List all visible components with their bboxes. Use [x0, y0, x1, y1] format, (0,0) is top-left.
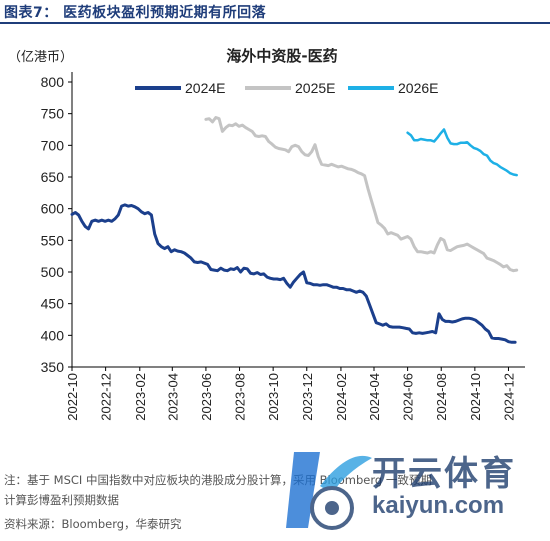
legend-label-2025e: 2025E	[295, 80, 335, 96]
y-tick-label-450: 450	[41, 296, 65, 312]
x-tick-label-2023-12: 2023-12	[300, 373, 315, 421]
x-tick-label-2023-02: 2023-02	[133, 373, 148, 421]
y-tick-label-500: 500	[41, 264, 65, 280]
y-axis-label: （亿港币）	[8, 50, 73, 65]
watermark-brand: 开云体育	[372, 454, 516, 494]
logo-mark-icon	[286, 452, 372, 530]
source-note: 资料来源：Bloomberg，华泰研究	[4, 517, 182, 531]
x-tick-label-2024-06: 2024-06	[401, 373, 416, 421]
y-tick-label-700: 700	[41, 137, 65, 153]
legend-label-2024e: 2024E	[185, 80, 225, 96]
x-tick-label-2023-04: 2023-04	[165, 373, 180, 421]
series-line-2026e	[406, 128, 518, 177]
plot-area: 350 400 450 500 550 600 650 700 750 800 2022-10 202…	[41, 72, 525, 421]
chart-title: 海外中资股-医药	[226, 47, 337, 65]
x-tick-label-2024-02: 2024-02	[334, 373, 349, 421]
x-tick-label-2023-06: 2023-06	[199, 373, 214, 421]
x-tick-label-2023-10: 2023-10	[266, 373, 281, 421]
x-tick-label-2024-12: 2024-12	[501, 373, 516, 421]
y-tick-label-600: 600	[41, 201, 65, 217]
x-tick-label-2024-08: 2024-08	[434, 373, 449, 421]
figure-title-bar: 图表7： 医药板块盈利预期近期有所回落	[0, 0, 550, 24]
x-tick-label-2024-10: 2024-10	[468, 373, 483, 421]
series-line-2025e	[204, 116, 519, 273]
y-tick-label-750: 750	[41, 106, 65, 122]
watermark-url: kaiyun.com	[372, 492, 505, 519]
x-tick-label-2023-08: 2023-08	[233, 373, 248, 421]
series-line-2024e	[70, 203, 517, 344]
y-tick-label-550: 550	[41, 232, 65, 248]
chart: 海外中资股-医药 （亿港币） 2024E 2025E 2026E 350 400 450…	[8, 47, 525, 421]
y-tick-label-650: 650	[41, 169, 65, 185]
y-tick-label-400: 400	[41, 327, 65, 343]
x-tick-label-2024-04: 2024-04	[367, 373, 382, 421]
x-tick-label-2022-12: 2022-12	[99, 373, 114, 421]
figure-title: 图表7： 医药板块盈利预期近期有所回落	[4, 5, 267, 21]
legend-label-2026e: 2026E	[398, 80, 438, 96]
y-tick-label-800: 800	[41, 74, 65, 90]
y-tick-label-350: 350	[41, 359, 65, 375]
watermark-logo: 开云体育 kaiyun.com	[280, 440, 545, 538]
legend: 2024E 2025E 2026E	[135, 80, 438, 96]
footnote-line-2: 计算彭博盈利预期数据	[4, 493, 119, 507]
x-tick-label-2022-10: 2022-10	[65, 373, 80, 421]
